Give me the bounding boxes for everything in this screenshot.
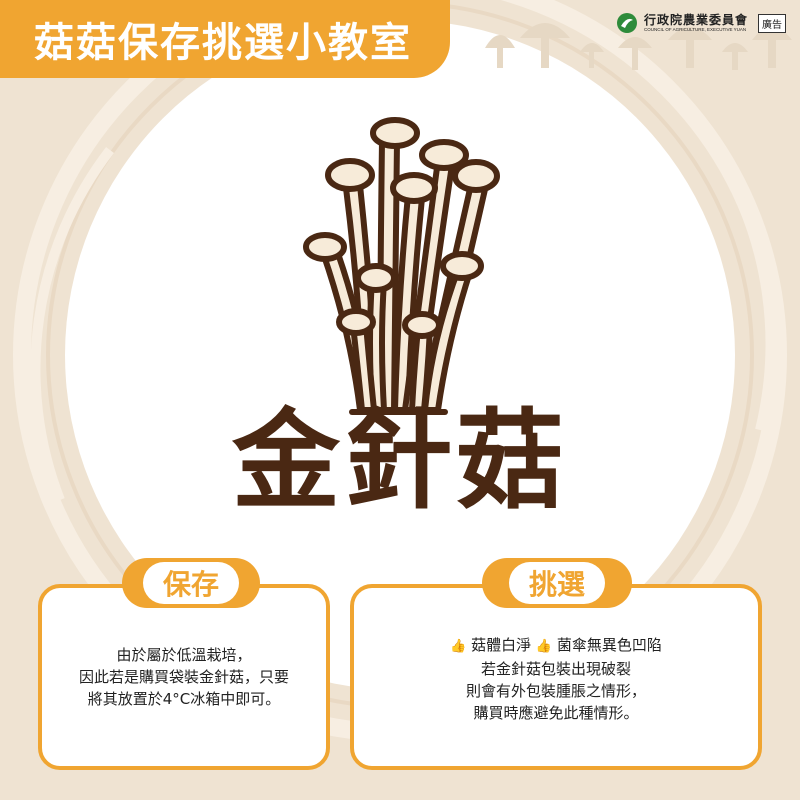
storage-heading-pill: 保存	[122, 558, 260, 608]
storage-heading: 保存	[142, 562, 239, 604]
logo-name-cn: 行政院農業委員會	[643, 12, 748, 27]
title-banner: 菇菇保存挑選小教室	[0, 0, 450, 78]
selection-line-3: 購買時應避免此種情形。	[473, 704, 639, 722]
logo-name-en: COUNCIL OF AGRICULTURE, EXECUTIVE YUAN	[643, 26, 747, 32]
thumbs-up-icon: 👍	[450, 639, 467, 654]
thumbs-up-icon: 👍	[535, 639, 553, 654]
selection-tips-line: 👍 菇體白淨 👍 菌傘無異色凹陷	[354, 634, 758, 658]
storage-line-3: 將其放置於4°C冰箱中即可。	[87, 690, 281, 708]
storage-text: 由於屬於低溫栽培， 因此若是購買袋裝金針菇，只要 將其放置於4°C冰箱中即可。	[42, 644, 326, 710]
selection-heading: 挑選	[508, 562, 605, 604]
mushroom-silhouettes	[485, 23, 792, 70]
coa-logo: 行政院農業委員會 COUNCIL OF AGRICULTURE, EXECUTI…	[616, 12, 786, 34]
selection-card: 挑選 👍 菇體白淨 👍 菌傘無異色凹陷 若金針菇包裝出現破裂 則會有外包裝腫脹之…	[350, 558, 762, 770]
main-title: 金針菇	[231, 399, 568, 524]
page-title: 菇菇保存挑選小教室	[34, 20, 412, 66]
storage-card: 保存 由於屬於低溫栽培， 因此若是購買袋裝金針菇，只要 將其放置於4°C冰箱中即…	[38, 558, 330, 770]
selection-tip-1: 菇體白淨	[471, 636, 532, 654]
ad-badge: 廣告	[758, 13, 786, 33]
coa-logo-icon	[616, 13, 637, 33]
selection-text: 👍 菇體白淨 👍 菌傘無異色凹陷 若金針菇包裝出現破裂 則會有外包裝腫脹之情形，…	[354, 634, 758, 724]
storage-line-2: 因此若是購買袋裝金針菇，只要	[78, 668, 289, 686]
selection-heading-pill: 挑選	[482, 558, 632, 608]
selection-line-1: 若金針菇包裝出現破裂	[480, 660, 631, 678]
selection-line-2: 則會有外包裝腫脹之情形，	[465, 682, 646, 700]
storage-line-1: 由於屬於低溫栽培，	[116, 646, 252, 664]
selection-tip-2: 菌傘無異色凹陷	[556, 636, 662, 654]
